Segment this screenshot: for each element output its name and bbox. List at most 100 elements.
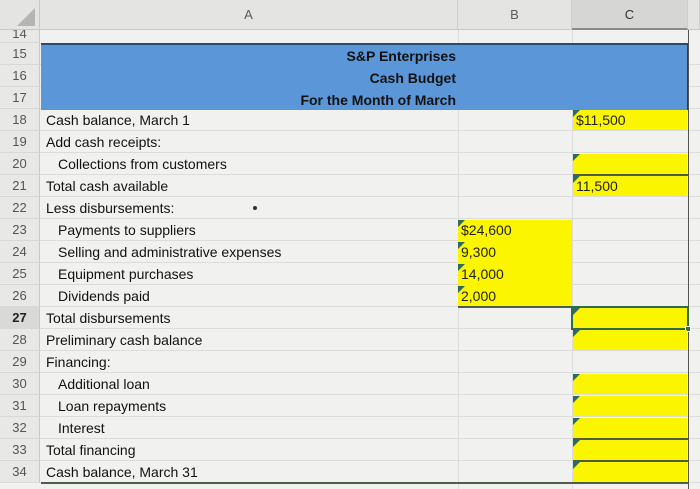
row-label[interactable]: Total disbursements [46, 310, 171, 326]
input-cell-c27[interactable] [573, 308, 687, 328]
input-cell-c28[interactable] [573, 330, 687, 350]
input-cell-c18[interactable]: $11,500 [573, 110, 687, 130]
gridline [40, 262, 700, 263]
gridline [40, 284, 700, 285]
row-header-15[interactable]: 15 [0, 43, 40, 65]
error-indicator-icon [573, 110, 580, 117]
error-indicator-icon [458, 242, 465, 249]
row-header-23[interactable]: 23 [0, 219, 40, 241]
gridline [40, 460, 700, 461]
row-header-19[interactable]: 19 [0, 131, 40, 153]
row-header-32[interactable]: 32 [0, 417, 40, 439]
input-cell-b26[interactable]: 2,000 [458, 286, 572, 308]
cell-value: 9,300 [461, 244, 497, 260]
row-label[interactable]: Equipment purchases [58, 266, 194, 282]
error-indicator-icon [458, 286, 465, 293]
row-label[interactable]: Total financing [46, 442, 136, 458]
header-band: S&P Enterprises Cash Budget For the Mont… [41, 43, 688, 110]
gridline [688, 30, 689, 489]
gridline [40, 240, 700, 241]
error-indicator-icon [573, 462, 580, 469]
row-label[interactable]: Interest [58, 420, 105, 436]
row-header-21[interactable]: 21 [0, 175, 40, 197]
error-indicator-icon [458, 264, 465, 271]
active-cell-border [571, 306, 689, 330]
gridline [40, 130, 700, 131]
row-header-22[interactable]: 22 [0, 197, 40, 219]
underline-border [573, 174, 688, 176]
row-label[interactable]: Preliminary cash balance [46, 332, 203, 348]
row-header-25[interactable]: 25 [0, 263, 40, 285]
error-indicator-icon [573, 176, 580, 183]
row-label[interactable]: Cash balance, March 1 [46, 112, 190, 128]
input-cell-b25[interactable]: 14,000 [458, 264, 572, 286]
row-header-26[interactable]: 26 [0, 285, 40, 307]
gridline [572, 30, 573, 489]
underline-border [458, 306, 572, 308]
row-label[interactable]: Less disbursements: [46, 200, 175, 216]
row-header-17[interactable]: 17 [0, 87, 40, 109]
gridline [40, 394, 700, 395]
row-label[interactable]: Add cash receipts: [46, 134, 162, 150]
error-indicator-icon [573, 396, 580, 403]
row-header-16[interactable]: 16 [0, 65, 40, 87]
row-header-30[interactable]: 30 [0, 373, 40, 395]
column-header-d[interactable] [688, 0, 700, 30]
gridline [40, 350, 700, 351]
column-header-b[interactable]: B [458, 0, 572, 30]
row-header-28[interactable]: 28 [0, 329, 40, 351]
fill-handle[interactable] [685, 326, 691, 332]
gridline [40, 218, 700, 219]
row-label[interactable]: Cash balance, March 31 [46, 464, 198, 480]
cell-value: $24,600 [461, 222, 512, 238]
row-label[interactable]: Selling and administrative expenses [58, 244, 282, 260]
select-all-triangle-icon [17, 8, 35, 26]
row-header-24[interactable]: 24 [0, 241, 40, 263]
row-header-18[interactable]: 18 [0, 109, 40, 131]
row-label[interactable]: Financing: [46, 354, 111, 370]
table-bottom-border [41, 482, 688, 484]
gridline [40, 328, 700, 329]
input-cell-c34[interactable] [573, 462, 687, 482]
underline-border [573, 438, 688, 440]
input-cell-c30[interactable] [573, 374, 687, 394]
underline-border [573, 460, 688, 462]
cell-value: 2,000 [461, 288, 497, 304]
row-header-31[interactable]: 31 [0, 395, 40, 417]
row-header-20[interactable]: 20 [0, 153, 40, 175]
row-label[interactable]: Total cash available [46, 178, 169, 194]
gridline [40, 306, 700, 307]
row-header-14[interactable]: 14 [0, 30, 40, 43]
cell-value: 11,500 [576, 178, 618, 194]
report-period: For the Month of March [300, 92, 456, 108]
gridline [40, 372, 700, 373]
error-indicator-icon [573, 418, 580, 425]
input-cell-c21[interactable]: 11,500 [573, 176, 687, 196]
input-cell-c32[interactable] [573, 418, 687, 438]
stray-mark [253, 206, 257, 210]
row-label[interactable]: Payments to suppliers [58, 222, 196, 238]
row-header-33[interactable]: 33 [0, 439, 40, 461]
gridline [40, 438, 700, 439]
report-title: Cash Budget [369, 70, 456, 86]
row-label[interactable]: Additional loan [58, 376, 150, 392]
input-cell-c20[interactable] [573, 154, 687, 174]
input-cell-c31[interactable] [573, 396, 687, 416]
row-header-34[interactable]: 34 [0, 461, 40, 483]
error-indicator-icon [573, 374, 580, 381]
input-cell-b24[interactable]: 9,300 [458, 242, 572, 264]
row-header-29[interactable]: 29 [0, 351, 40, 373]
column-header-a[interactable]: A [40, 0, 458, 30]
row-header-27[interactable]: 27 [0, 307, 40, 329]
gridline [40, 152, 700, 153]
select-all-corner[interactable] [0, 0, 40, 30]
gridline [40, 196, 700, 197]
row-label[interactable]: Loan repayments [58, 398, 167, 414]
row-label[interactable]: Collections from customers [58, 156, 227, 172]
column-header-c[interactable]: C [572, 0, 688, 30]
company-name: S&P Enterprises [346, 48, 456, 64]
row-label[interactable]: Dividends paid [58, 288, 150, 304]
input-cell-c33[interactable] [573, 440, 687, 460]
input-cell-b23[interactable]: $24,600 [458, 220, 572, 242]
